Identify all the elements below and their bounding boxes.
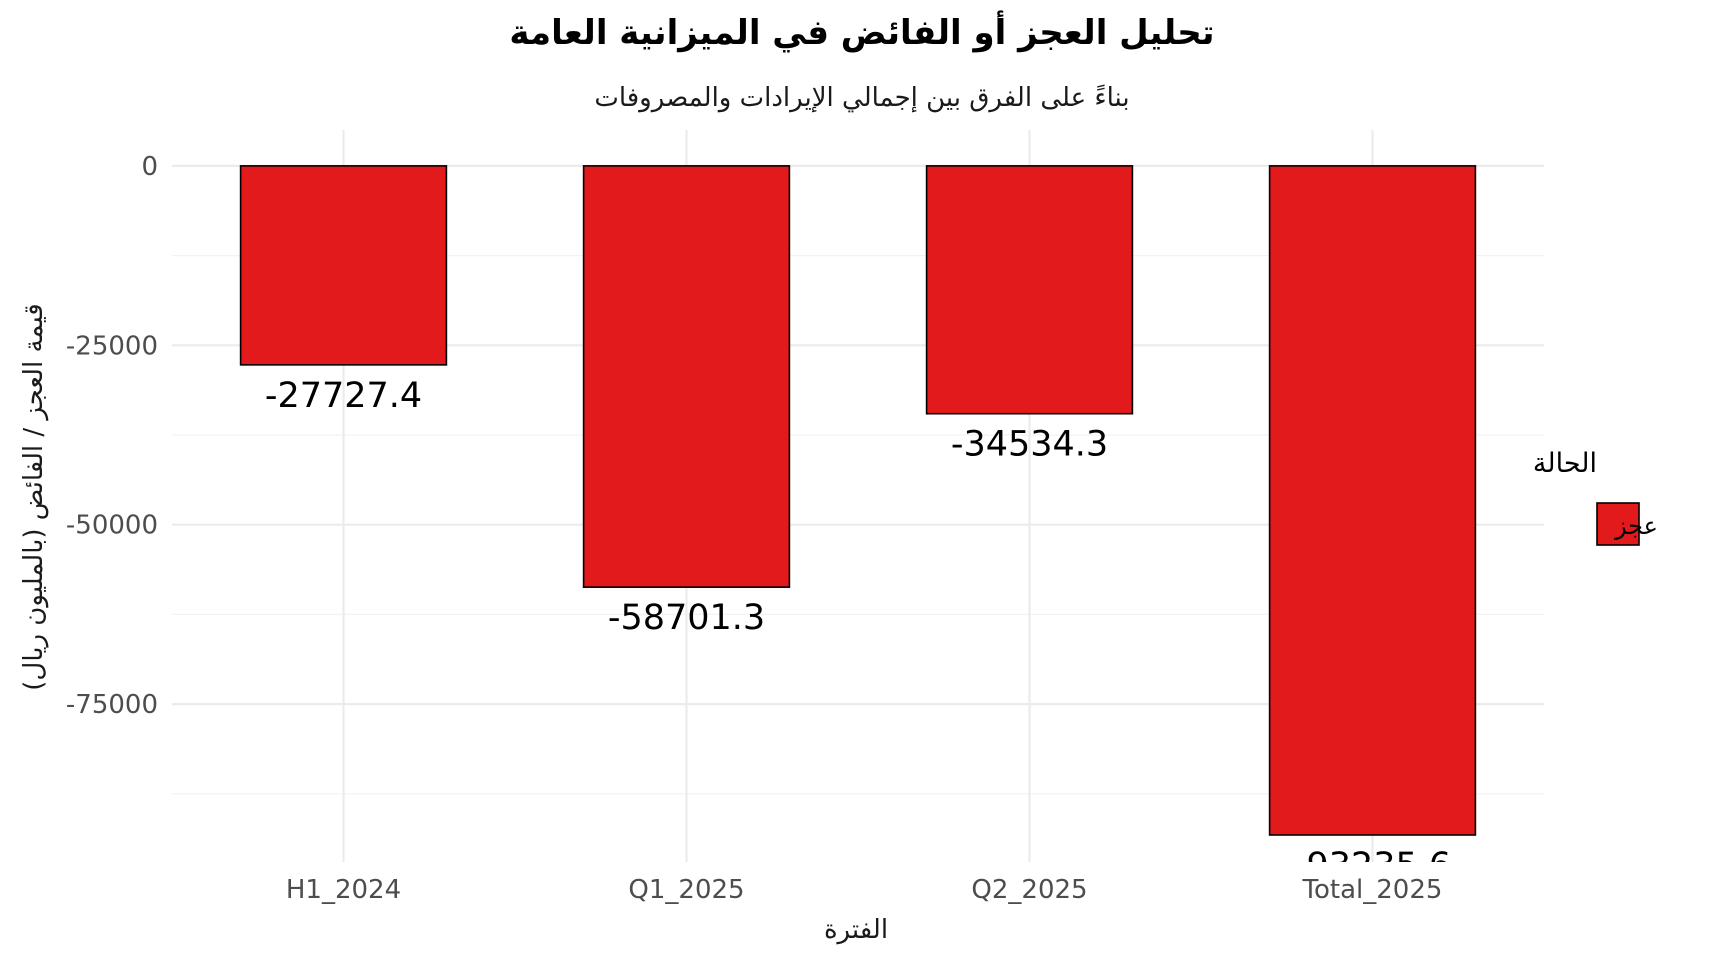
legend-item-label: عجز	[1614, 512, 1658, 540]
chart-title: تحليل العجز أو الفائض في الميزانية العام…	[509, 10, 1214, 53]
data-label: -27727.4	[265, 376, 422, 416]
axes-layer: 0 -25000 -50000 -75000 H1_2024 Q1_2025 Q2_2025…	[66, 152, 1443, 905]
y-tick-label: 0	[141, 152, 158, 182]
data-label: -58701.3	[608, 598, 765, 638]
chart-subtitle: بناءً على الفرق بين إجمالي الإيرادات وال…	[594, 83, 1129, 113]
y-tick-label: -75000	[66, 690, 158, 720]
x-tick-label: Total_2025	[1302, 875, 1443, 905]
bar	[239, 165, 448, 366]
x-axis-title: الفترة	[824, 915, 888, 945]
data-label: -34534.3	[951, 425, 1108, 465]
data-label: -93235.6	[1294, 846, 1451, 886]
y-tick-label: -50000	[66, 511, 158, 541]
legend-swatch	[1596, 502, 1640, 546]
x-tick-label: H1_2024	[286, 875, 401, 905]
bar	[925, 165, 1134, 415]
bar	[582, 165, 791, 588]
bar	[1268, 165, 1477, 836]
data-labels-layer: -27727.4 -58701.3 -34534.3 -93235.6	[265, 376, 1451, 886]
x-tick-label: Q2_2025	[971, 875, 1087, 905]
y-tick-label: -25000	[66, 331, 158, 361]
legend-title: الحالة	[1533, 448, 1597, 479]
bars-layer	[239, 165, 1477, 836]
x-tick-label: Q1_2025	[628, 875, 744, 905]
y-axis-title: قيمة العجز / الفائض (بالمليون ريال)	[19, 303, 49, 690]
legend: الحالة عجز	[1533, 448, 1658, 546]
